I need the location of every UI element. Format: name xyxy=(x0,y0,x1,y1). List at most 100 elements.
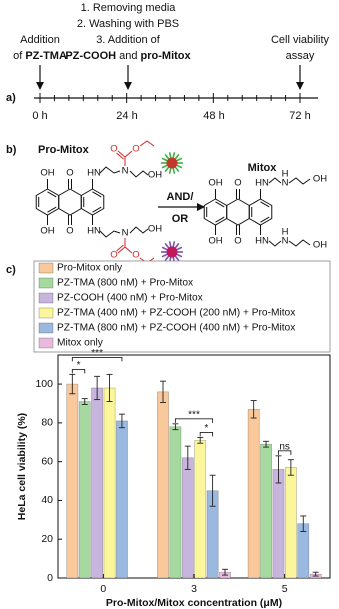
event-text: Cell viability xyxy=(271,34,330,46)
bond xyxy=(139,140,155,147)
legend-label: PZ-TMA (800 nM) + PZ-COOH (400 nM) + Pro… xyxy=(57,323,295,334)
atom-label: OH xyxy=(313,174,327,185)
np-spike xyxy=(168,241,172,248)
np-core xyxy=(166,246,178,258)
np-spike xyxy=(172,167,176,174)
y-tick-label: 100 xyxy=(35,378,53,390)
bond xyxy=(58,188,82,216)
significance-bracket xyxy=(71,368,86,374)
y-tick-label: 20 xyxy=(41,533,53,545)
significance-bracket xyxy=(174,418,214,423)
condition: AND/ xyxy=(167,191,194,203)
bond xyxy=(226,198,250,226)
atom-label: O xyxy=(132,250,139,261)
y-tick-label: 80 xyxy=(41,417,53,429)
legend-swatch xyxy=(38,322,54,334)
x-axis-title: Pro-Mitox/Mitox concentration (μM) xyxy=(106,597,282,609)
bond xyxy=(203,198,228,226)
bond xyxy=(117,150,126,158)
legend-label: Mitox only xyxy=(57,338,104,349)
bond xyxy=(260,201,270,208)
np-spike xyxy=(161,246,168,251)
bar xyxy=(157,391,169,579)
panel-label: c) xyxy=(6,264,16,276)
atom-label: N xyxy=(282,236,289,247)
significance-label: * xyxy=(77,360,81,371)
atom-label: N xyxy=(282,178,289,189)
bar xyxy=(78,401,91,579)
atom-label: OH xyxy=(208,236,222,247)
bond xyxy=(116,244,124,252)
legend-swatch xyxy=(38,337,54,349)
legend-box xyxy=(33,260,331,353)
bond xyxy=(47,191,57,198)
y-tick-label: 40 xyxy=(41,494,53,506)
bond xyxy=(288,177,311,185)
np-spike xyxy=(168,152,172,159)
bar xyxy=(247,408,260,579)
legend-swatch xyxy=(38,277,54,289)
y-tick-label: 60 xyxy=(41,455,53,467)
significance-bracket xyxy=(71,356,123,362)
np-core xyxy=(166,157,178,169)
bond xyxy=(80,188,105,216)
atom-label: O xyxy=(234,178,241,189)
np-spike xyxy=(174,166,180,173)
np-spike xyxy=(164,242,170,249)
atom-label: OH xyxy=(148,224,162,235)
np-spike xyxy=(164,255,170,262)
event-text: of PZ-TMA xyxy=(13,50,67,62)
event-text: 2. Washing with PBS xyxy=(77,18,179,30)
atom-label: HN xyxy=(87,168,101,179)
y-axis-title: HeLa cell viability (%) xyxy=(16,413,28,520)
time-label: 24 h xyxy=(116,110,137,122)
np-spike xyxy=(161,164,168,169)
bond xyxy=(215,201,225,208)
atom-label: N xyxy=(122,166,129,177)
np-spike xyxy=(161,157,168,162)
bond xyxy=(99,166,121,174)
bar xyxy=(272,469,285,579)
bond xyxy=(116,152,124,160)
event-text: 1. Removing media xyxy=(81,2,177,14)
bar xyxy=(181,457,194,579)
np-spike xyxy=(174,255,180,262)
condition: OR xyxy=(172,213,189,225)
atom-label: OH xyxy=(40,168,54,179)
legend-label: PZ-TMA (400 nM) + PZ-COOH (200 nM) + Pro… xyxy=(57,308,295,319)
event-text: 3. Addition of xyxy=(96,34,161,46)
bar xyxy=(91,387,104,579)
bond xyxy=(117,246,126,254)
np-spike xyxy=(176,157,183,162)
atom-label: N xyxy=(122,228,129,239)
bond xyxy=(288,239,311,247)
y-tick-label: 0 xyxy=(47,572,53,584)
bond xyxy=(215,216,225,223)
legend-swatch xyxy=(38,262,54,274)
panel-label: b) xyxy=(6,144,17,156)
x-tick-label: 0 xyxy=(100,583,106,595)
panel-label: a) xyxy=(6,92,16,104)
bond xyxy=(92,206,102,213)
event-text: PZ-COOH and pro-Mitox xyxy=(65,50,191,62)
significance-label: *** xyxy=(188,409,200,420)
bond xyxy=(92,191,102,198)
event-text: Addition xyxy=(20,34,60,46)
bond xyxy=(268,177,282,184)
x-tick-label: 5 xyxy=(282,583,288,595)
time-label: 0 h xyxy=(32,110,47,122)
np-spike xyxy=(176,246,183,251)
atom-label: H xyxy=(282,169,289,180)
legend-label: PZ-COOH (400 nM) + Pro-Mitox xyxy=(57,293,203,304)
bond xyxy=(129,226,149,234)
atom-label: HN xyxy=(255,236,269,247)
np-spike xyxy=(164,166,170,173)
atom-label: H xyxy=(282,227,289,238)
np-spike xyxy=(164,153,170,160)
np-spike xyxy=(168,167,172,174)
atom-label: HN xyxy=(255,178,269,189)
significance-label: * xyxy=(204,423,208,434)
np-spike xyxy=(176,164,183,169)
